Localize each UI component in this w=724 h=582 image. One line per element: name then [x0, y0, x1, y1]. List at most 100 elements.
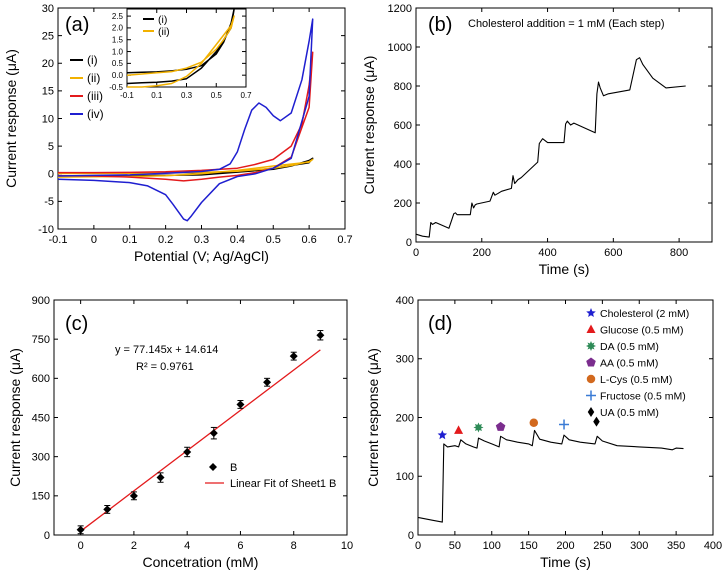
panel-b-x-tick-label: 0 — [413, 247, 419, 259]
panel-a-inset-y-tick-label: 0.0 — [112, 71, 124, 80]
panel-d-x-tick-label: 0 — [415, 540, 421, 552]
panel-a-y-tick-label: 10 — [42, 113, 54, 125]
panel-c-data-point — [156, 473, 165, 482]
panel-a-x-tick-label: 0.4 — [230, 234, 245, 246]
panel-d-y-tick-label: 300 — [396, 354, 414, 366]
panel-a-inset-legend-label: (i) — [158, 14, 167, 26]
panel-a-y-tick-label: 5 — [48, 141, 54, 153]
panel-c-y-tick-label: 300 — [32, 452, 50, 464]
panel-c-axes: 0 2 4 6 8 10 0 150 300 450 600 750 900 Concetration (… — [7, 295, 353, 570]
panel-d-y-tick-label: 200 — [396, 412, 414, 424]
panel-b-axes: 0 200 400 600 800 0 200 400 600 800 1000 1200 Time (… — [361, 3, 713, 277]
panel-d-axes: 0 50 100 150 200 250 300 350 400 0 100 200 300 400 Tim… — [365, 295, 722, 570]
panel-d-x-tick-label: 50 — [449, 540, 461, 552]
panel-d-legend-label: UA (0.5 mM) — [600, 407, 659, 419]
panel-a-x-tick-label: 0.3 — [194, 234, 209, 246]
panel-a-inset-x-tick-label: 0.1 — [151, 91, 163, 100]
panel-b-y-tick-label: 600 — [394, 120, 412, 132]
panel-a-x-axis-label: Potential (V; Ag/AgCl) — [134, 248, 269, 264]
panel-c-data-point — [129, 491, 138, 500]
panel-a-x-tick-label: 0.2 — [158, 234, 173, 246]
panel-b-y-tick-label: 0 — [406, 237, 412, 249]
panel-b-y-tick-label: 800 — [394, 81, 412, 93]
panel-a-inset-x-tick-label: 0.5 — [211, 91, 223, 100]
panel-c-y-tick-label: 600 — [32, 373, 50, 385]
panel-b-x-tick-label: 400 — [538, 247, 556, 259]
panel-d-x-tick-label: 350 — [667, 540, 685, 552]
panel-c-legend-fit-label: Linear Fit of Sheet1 B — [230, 478, 336, 490]
panel-c-data-point — [236, 400, 245, 409]
panel-d-marker-5 — [529, 418, 539, 428]
panel-d-marker-6 — [559, 419, 570, 430]
panel-a-inset-x-tick-label: 0.7 — [240, 91, 252, 100]
panel-c-data-point — [209, 429, 218, 438]
panel-a-y-tick-label: 0 — [48, 169, 54, 181]
panel-d-legend-label: Fructose (0.5 mM) — [600, 391, 686, 403]
panel-c-r-squared: R² = 0.9761 — [136, 361, 194, 373]
panel-c-y-tick-label: 150 — [32, 491, 50, 503]
panel-d-legend-label: Cholesterol (2 mM) — [600, 308, 689, 320]
panel-b-y-axis-label: Current response (μA) — [361, 56, 377, 195]
panel-a-inset-y-tick-label: 2.0 — [112, 24, 124, 33]
panel-c-data-point — [76, 525, 85, 534]
panel-a-series-4-line — [57, 18, 314, 222]
panel-d-legend-label: DA (0.5 mM) — [600, 341, 659, 353]
panel-c-y-tick-label: 750 — [32, 334, 50, 346]
panel-c-data-point — [289, 352, 298, 361]
panel-d-marker-4 — [495, 421, 506, 431]
panel-b-x-tick-label: 600 — [604, 247, 622, 259]
panel-c-x-tick-label: 2 — [131, 540, 137, 552]
panel-d-x-tick-label: 250 — [593, 540, 611, 552]
panel-c-data-point — [316, 331, 325, 340]
panel-a-inset-x-tick-label: -0.1 — [120, 91, 134, 100]
panel-d-legend-marker-7 — [587, 407, 595, 417]
panel-d-marker-2 — [454, 425, 464, 434]
panel-b-y-tick-label: 200 — [394, 198, 412, 210]
panel-d-legend-marker-6 — [586, 390, 596, 401]
panel-b-letter: (b) — [428, 14, 452, 36]
panel-c-y-axis-label: Current response (μA) — [7, 348, 23, 487]
panel-a-inset-y-tick-label: 1.0 — [112, 47, 124, 56]
panel-a-x-tick-label: 0.7 — [337, 234, 352, 246]
panel-d-x-axis-label: Time (s) — [540, 554, 591, 570]
panel-c-y-tick-label: 900 — [32, 295, 50, 307]
panel-a-y-axis-label: Current response (μA) — [3, 49, 19, 188]
panel-b-x-tick-label: 800 — [670, 247, 688, 259]
panel-c-x-tick-label: 0 — [78, 540, 84, 552]
panel-d-y-tick-label: 100 — [396, 471, 414, 483]
panel-c-equation: y = 77.145x + 14.614 — [115, 344, 218, 356]
panel-d-legend-marker-1 — [586, 308, 596, 317]
panel-a-y-tick-label: -10 — [38, 224, 54, 236]
panel-c-x-axis-label: Concetration (mM) — [143, 554, 259, 570]
panel-a-y-tick-label: 20 — [42, 58, 54, 70]
panel-d-x-tick-label: 200 — [556, 540, 574, 552]
panel-a-x-tick-label: 0.1 — [122, 234, 137, 246]
panel-a-y-tick-label: 15 — [42, 86, 54, 98]
panel-a-x-tick-label: 0 — [91, 234, 97, 246]
panel-a-inset-axes: -0.1 0.1 0.3 0.5 0.7 -0.5 0.0 0.5 1.0 1.5 2.0 2.5 — [109, 8, 252, 100]
panel-a-legend-label: (iv) — [87, 107, 104, 121]
panel-c-x-tick-label: 6 — [237, 540, 243, 552]
panel-a-x-tick-label: 0.6 — [301, 234, 316, 246]
panel-d-x-tick-label: 300 — [630, 540, 648, 552]
panel-c-x-tick-label: 10 — [341, 540, 353, 552]
panel-a-inset-series-2-line — [126, 15, 235, 88]
panel-d-marker-7 — [593, 416, 600, 427]
panel-c-legend-marker — [209, 463, 217, 471]
panel-a-y-tick-label: -5 — [44, 196, 54, 208]
panel-a-inset-x-tick-label: 0.3 — [181, 91, 193, 100]
panel-d-x-tick-label: 100 — [483, 540, 501, 552]
panel-a-x-tick-label: -0.1 — [49, 234, 68, 246]
panel-a-inset-background — [127, 9, 246, 87]
panel-d-y-axis-label: Current response (μA) — [365, 348, 381, 487]
panel-a-inset-y-tick-label: 2.5 — [112, 12, 124, 21]
panel-a-inset-y-tick-label: -0.5 — [109, 83, 123, 92]
panel-a-inset-legend-label: (ii) — [158, 26, 170, 38]
panel-d-x-tick-label: 400 — [704, 540, 722, 552]
panel-a-y-tick-label: 25 — [42, 30, 54, 42]
panel-a-y-tick-label: 30 — [42, 3, 54, 15]
panel-b-y-tick-label: 1000 — [388, 42, 412, 54]
panel-a-legend-label: (i) — [87, 53, 98, 67]
panel-b-plot-frame — [415, 7, 713, 243]
